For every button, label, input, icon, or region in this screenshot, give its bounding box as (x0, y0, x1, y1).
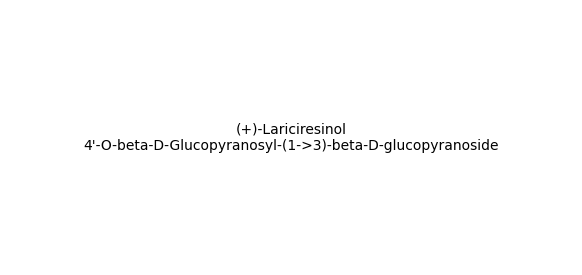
Text: (+)-Lariciresinol
4'-O-beta-D-Glucopyranosyl-(1->3)-beta-D-glucopyranoside: (+)-Lariciresinol 4'-O-beta-D-Glucopyran… (83, 122, 499, 153)
